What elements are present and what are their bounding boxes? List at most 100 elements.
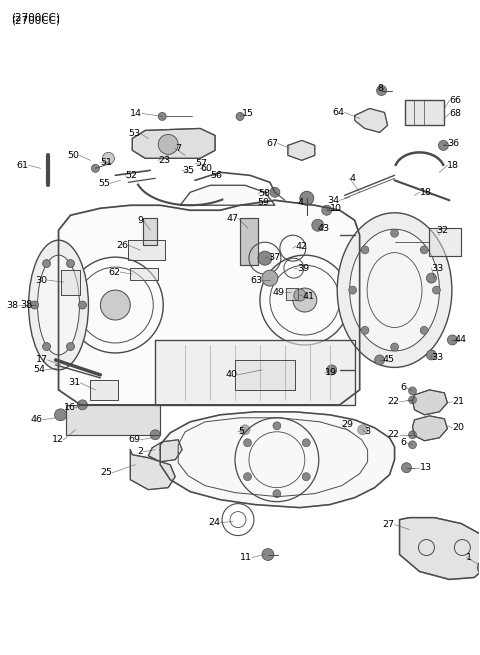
Polygon shape [412,390,447,415]
Text: 66: 66 [449,96,461,105]
Circle shape [236,113,244,121]
Text: 53: 53 [128,129,140,138]
Text: 64: 64 [333,108,345,117]
Polygon shape [405,100,444,125]
Text: 55: 55 [98,179,110,188]
Text: 56: 56 [210,171,222,180]
Circle shape [243,439,252,447]
Polygon shape [430,228,461,256]
Circle shape [358,425,368,435]
Circle shape [408,441,417,449]
Text: 37: 37 [268,253,280,261]
Polygon shape [355,109,387,132]
Ellipse shape [337,213,452,367]
Polygon shape [60,270,81,295]
Circle shape [102,153,114,164]
Circle shape [302,439,310,447]
Text: 61: 61 [17,161,29,170]
Text: 15: 15 [242,109,254,118]
Circle shape [91,164,99,172]
Text: 43: 43 [318,224,330,233]
Text: 3: 3 [365,427,371,436]
Text: 16: 16 [63,403,75,413]
Circle shape [158,134,178,155]
Circle shape [426,350,436,360]
Circle shape [420,246,428,254]
Circle shape [302,473,310,481]
Circle shape [158,113,166,121]
Polygon shape [160,412,395,508]
Polygon shape [412,416,447,441]
Polygon shape [132,128,215,159]
Text: 6: 6 [400,438,407,447]
Polygon shape [399,517,480,580]
Text: 49: 49 [273,288,285,297]
Text: 58: 58 [258,189,270,198]
Circle shape [408,431,417,439]
Circle shape [67,343,74,350]
Text: 45: 45 [383,356,395,364]
Text: 42: 42 [296,242,308,251]
Circle shape [348,286,357,294]
Circle shape [77,400,87,410]
Circle shape [294,289,306,301]
Text: 5: 5 [238,427,244,436]
Polygon shape [130,268,158,280]
Text: 4: 4 [298,198,304,207]
Text: 33: 33 [432,263,444,272]
Circle shape [361,326,369,334]
Text: 18: 18 [420,188,432,196]
Text: (2700CC): (2700CC) [11,16,60,26]
Text: 36: 36 [447,139,459,148]
Text: 25: 25 [100,468,112,477]
Text: 35: 35 [182,166,194,175]
Circle shape [402,462,411,473]
Ellipse shape [37,255,80,355]
Text: 26: 26 [116,240,128,250]
Text: 22: 22 [387,430,399,440]
Circle shape [391,229,398,237]
Text: 10: 10 [330,204,342,213]
Text: 44: 44 [455,335,467,345]
Circle shape [150,430,160,440]
Text: 12: 12 [51,436,63,444]
Polygon shape [90,380,119,400]
Circle shape [408,387,417,395]
Text: 17: 17 [36,356,48,364]
Circle shape [78,301,86,309]
Circle shape [322,205,332,215]
Text: 62: 62 [108,268,120,276]
Text: 29: 29 [342,421,354,429]
Circle shape [262,548,274,561]
Text: 9: 9 [137,215,144,225]
Text: 40: 40 [225,370,237,379]
Circle shape [438,140,448,151]
Text: 6: 6 [400,383,407,392]
Polygon shape [286,288,298,300]
Circle shape [55,409,67,421]
Text: 2: 2 [137,447,144,457]
Text: (2700CC): (2700CC) [11,12,60,23]
Ellipse shape [350,229,439,351]
Circle shape [243,473,252,481]
Polygon shape [65,405,160,435]
Text: 31: 31 [68,379,81,387]
Circle shape [43,259,50,267]
Text: 23: 23 [158,156,170,165]
Text: 13: 13 [420,463,432,472]
Text: 8: 8 [378,84,384,93]
Circle shape [408,396,417,404]
Circle shape [43,343,50,350]
Circle shape [100,290,130,320]
Text: 1: 1 [467,553,472,562]
Text: 60: 60 [200,164,212,173]
Circle shape [477,561,480,574]
Polygon shape [180,185,275,205]
Circle shape [447,335,457,345]
Text: 67: 67 [266,139,278,148]
Text: 68: 68 [449,109,461,118]
Text: 52: 52 [125,171,137,180]
Polygon shape [288,140,315,160]
Circle shape [270,187,280,197]
Text: 38: 38 [21,300,33,310]
